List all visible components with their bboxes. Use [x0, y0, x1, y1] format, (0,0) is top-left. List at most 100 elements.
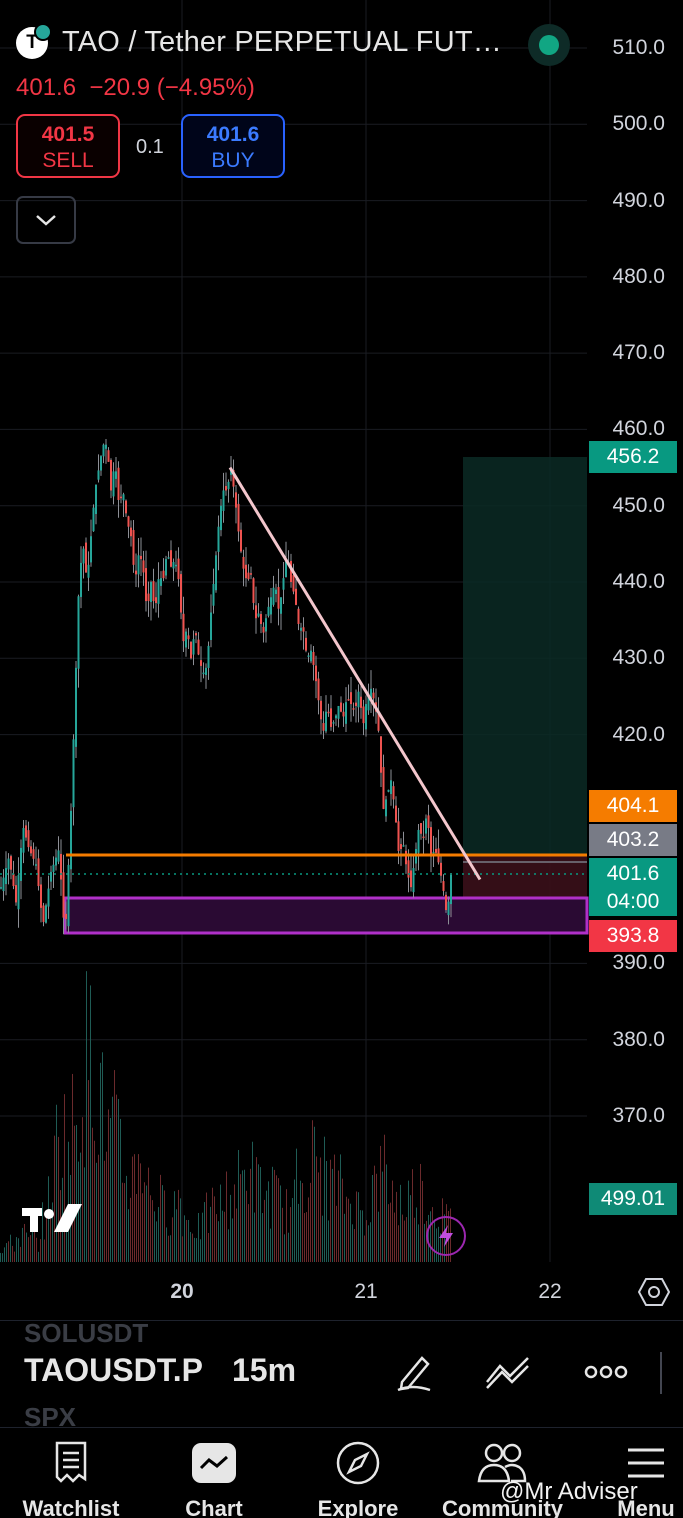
candle — [140, 555, 142, 560]
candle — [355, 702, 357, 706]
volume-bar — [412, 1169, 413, 1262]
volume-bar — [318, 1172, 319, 1262]
volume-bar — [220, 1184, 221, 1262]
volume-bar — [234, 1184, 235, 1262]
candle — [200, 660, 202, 666]
candle — [87, 564, 90, 578]
volume-bar — [28, 1237, 29, 1262]
candle — [2, 877, 5, 892]
volume-bar — [414, 1217, 415, 1262]
volume-bar — [116, 1094, 117, 1262]
buy-button[interactable]: 401.6 BUY — [181, 114, 285, 178]
volume-bar — [164, 1190, 165, 1262]
volume-bar — [382, 1171, 383, 1262]
candle — [450, 874, 452, 905]
volume-bar — [140, 1163, 141, 1262]
volume-bar — [52, 1202, 53, 1262]
quick-trade-button[interactable] — [426, 1216, 466, 1256]
candle — [427, 815, 430, 829]
indicators-button[interactable] — [484, 1350, 532, 1394]
candle — [262, 626, 265, 633]
symbol-logo-icon: T — [16, 22, 52, 59]
price-chart[interactable] — [0, 0, 683, 1318]
candle — [317, 678, 320, 701]
volume-bar — [350, 1203, 351, 1262]
volume-bar — [202, 1212, 203, 1262]
chart-settings-icon[interactable] — [638, 1276, 670, 1308]
candle — [80, 562, 82, 597]
volume-bar — [330, 1159, 331, 1262]
nav-menu[interactable]: Menu — [586, 1438, 683, 1518]
candle — [302, 627, 305, 632]
market-status-indicator[interactable] — [528, 24, 570, 66]
volume-bar — [144, 1182, 145, 1262]
candle — [342, 711, 345, 717]
volume-bar — [160, 1174, 161, 1262]
volume-bar — [390, 1202, 391, 1262]
candle — [362, 706, 365, 724]
candle — [312, 651, 315, 665]
candle — [40, 884, 42, 908]
volume-bar — [174, 1191, 175, 1262]
volume-bar — [270, 1228, 271, 1262]
candle — [322, 723, 325, 731]
nav-community[interactable]: Community — [442, 1438, 563, 1518]
volume-bar — [218, 1221, 219, 1262]
volume-bar — [356, 1191, 357, 1262]
volume-bar — [340, 1154, 341, 1262]
volume-bar — [406, 1217, 407, 1262]
nav-explore[interactable]: Explore — [298, 1438, 418, 1518]
community-icon — [477, 1443, 527, 1483]
volume-bar — [40, 1239, 41, 1262]
volume-bar — [408, 1180, 409, 1262]
symbol-selector[interactable]: TAOUSDT.P — [24, 1352, 203, 1388]
candle — [52, 864, 55, 872]
sell-button[interactable]: 401.5 SELL — [16, 114, 120, 178]
candle — [240, 529, 242, 552]
nav-watchlist[interactable]: Watchlist — [11, 1438, 131, 1518]
draw-button[interactable] — [390, 1350, 438, 1394]
volume-bar — [206, 1192, 207, 1262]
y-tick-label: 500.0 — [612, 112, 665, 136]
candle — [377, 713, 380, 731]
volume-bar — [48, 1176, 49, 1262]
volume-bar — [262, 1213, 263, 1262]
candle — [187, 635, 190, 640]
volume-bar — [74, 1125, 75, 1262]
nav-chart[interactable]: Chart — [154, 1438, 274, 1518]
candle — [347, 699, 350, 701]
symbol-title[interactable]: TAO / Tether PERPETUAL FUT… — [62, 26, 502, 58]
candle — [197, 639, 200, 655]
volume-bar — [276, 1175, 277, 1262]
volume-bar — [120, 1118, 121, 1262]
volume-bar — [252, 1141, 253, 1262]
volume-bar — [102, 1052, 103, 1262]
volume-bar — [222, 1210, 223, 1262]
candle — [442, 881, 445, 891]
exchange-badge-icon — [34, 22, 52, 41]
symbol-scroll-prev[interactable]: SOLUSDT — [24, 1318, 149, 1348]
volume-bar — [280, 1185, 281, 1262]
collapse-button[interactable] — [16, 196, 76, 244]
volume-bar — [282, 1207, 283, 1262]
candle — [225, 486, 227, 491]
stop-price-tag: 393.8 — [589, 920, 677, 952]
volume-bar — [184, 1215, 185, 1262]
volume-bar — [18, 1238, 19, 1262]
target-zone — [463, 457, 587, 855]
symbol-header[interactable]: T TAO / Tether PERPETUAL FUT… — [16, 22, 502, 59]
volume-bar — [84, 1167, 85, 1262]
candle — [127, 516, 130, 527]
volume-bar — [124, 1183, 125, 1262]
volume-bar — [302, 1183, 303, 1262]
candle — [372, 692, 375, 699]
volume-bar — [92, 1127, 93, 1262]
volume-bar — [404, 1220, 405, 1262]
candle — [147, 593, 150, 602]
interval-selector[interactable]: 15m — [232, 1352, 297, 1388]
volume-bar — [8, 1241, 9, 1262]
more-button[interactable] — [582, 1350, 630, 1394]
volume-bar — [210, 1206, 211, 1262]
volume-bar — [344, 1213, 345, 1262]
entry-price-tag: 404.1 — [589, 790, 677, 822]
